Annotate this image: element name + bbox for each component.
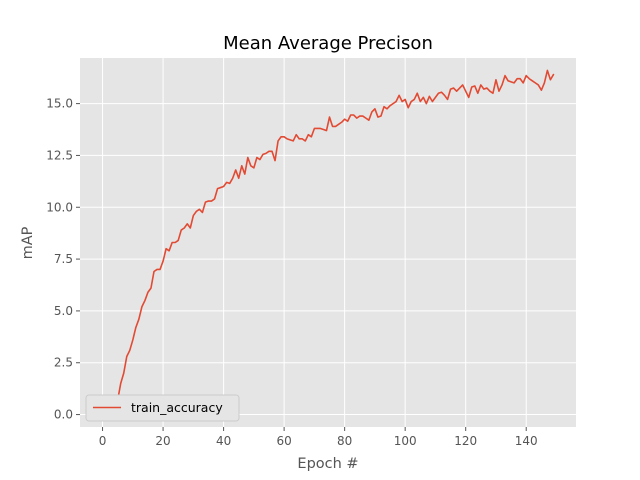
y-tick-label: 12.5	[46, 148, 73, 162]
plot-area	[80, 58, 576, 427]
y-tick-label: 7.5	[54, 252, 73, 266]
y-axis-label: mAP	[20, 226, 36, 259]
x-tick-label: 80	[337, 434, 352, 448]
series-line-train-accuracy	[101, 69, 555, 414]
y-tick-label: 15.0	[46, 97, 73, 111]
series-layer	[101, 69, 555, 414]
x-tick-label: 60	[276, 434, 291, 448]
y-tick-label: 5.0	[54, 304, 73, 318]
y-tick-label: 0.0	[54, 408, 73, 422]
legend-box	[85, 394, 240, 422]
x-tick-label: 140	[515, 434, 538, 448]
x-axis-label: Epoch #	[297, 456, 358, 472]
legend-label-train-accuracy: train_accuracy	[131, 400, 223, 415]
x-tick-label: 100	[394, 434, 417, 448]
y-tick-label: 2.5	[54, 356, 73, 370]
x-axis-ticks: 0 20 40 60 80 100 120 140	[99, 427, 538, 448]
legend: train_accuracy	[85, 394, 240, 422]
x-tick-label: 120	[454, 434, 477, 448]
chart-title: Mean Average Precison	[223, 33, 433, 54]
x-tick-label: 40	[216, 434, 231, 448]
x-tick-label: 20	[155, 434, 170, 448]
x-tick-label: 0	[99, 434, 107, 448]
y-axis-ticks: 0.0 2.5 5.0 7.5 10.0 12.5 15.0	[46, 97, 80, 422]
y-tick-label: 10.0	[46, 200, 73, 214]
